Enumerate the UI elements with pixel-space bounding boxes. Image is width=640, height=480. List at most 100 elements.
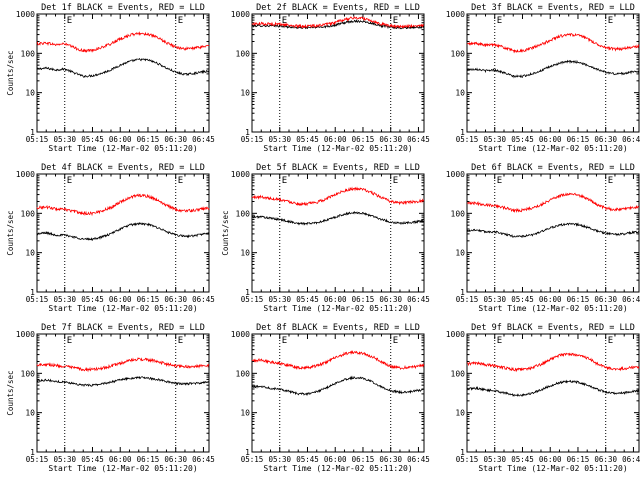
x-tick-label: 05:45 [81,455,104,464]
series-lld-line [251,186,425,207]
detector-panel-3: Det 3f BLACK = Events, RED = LLD E E 1 10 100… [446,3,640,153]
plot-frame [36,13,210,133]
x-tick-label: 06:45 [192,455,215,464]
x-tick-label: 06:00 [324,135,347,144]
x-tick-label: 06:45 [192,295,215,304]
panel-title: Det 3f BLACK = Events, RED = LLD [471,3,635,13]
plot-frame [251,333,425,453]
event-flag: E [497,336,502,346]
y-tick-label: 1000 [446,10,465,19]
x-tick-label: 05:15 [241,455,264,464]
plot-frame [466,13,640,133]
x-tick-label: 05:15 [456,135,479,144]
x-tick-label: 06:30 [379,135,402,144]
panel-title: Det 9f BLACK = Events, RED = LLD [471,323,635,333]
plot-frame [466,173,640,293]
y-tick-label: 1 [30,448,35,457]
event-flag: E [178,176,183,186]
y-tick-label: 1000 [16,170,35,179]
x-tick-label: 05:30 [53,455,76,464]
x-tick-label: 06:00 [109,295,132,304]
x-tick-label: 05:30 [483,135,506,144]
series-events-line [466,222,640,239]
x-tick-label: 05:15 [26,135,49,144]
panel-title: Det 4f BLACK = Events, RED = LLD [41,163,205,173]
x-tick-label: 06:00 [539,455,562,464]
panel-title: Det 2f BLACK = Events, RED = LLD [256,3,420,13]
x-tick-label: 05:45 [296,295,319,304]
x-tick-label: 06:00 [324,455,347,464]
x-tick-label: 06:00 [539,295,562,304]
y-tick-label: 100 [236,209,251,218]
y-tick-label: 1 [460,128,465,137]
y-tick-label: 1000 [446,330,465,339]
y-tick-label: 100 [21,49,36,58]
plot-frame [251,173,425,293]
y-tick-label: 1000 [231,170,250,179]
series-lld-line [251,16,425,30]
x-axis-label: Start Time (12-Mar-02 05:11:20) [478,144,627,153]
detector-panel-8: Det 8f BLACK = Events, RED = LLD E E 1 10 100… [231,323,430,473]
y-tick-label: 1 [30,288,35,297]
y-tick-label: 10 [25,409,35,418]
x-axis-label: Start Time (12-Mar-02 05:11:20) [48,144,197,153]
y-tick-label: 10 [25,249,35,258]
series-lld-line [251,350,425,371]
event-flag: E [393,176,398,186]
y-tick-label: 10 [455,89,465,98]
event-flag: E [282,176,287,186]
x-tick-label: 05:45 [296,135,319,144]
x-axis-label: Start Time (12-Mar-02 05:11:20) [263,144,412,153]
series-events-line [251,210,425,226]
y-tick-label: 1000 [231,330,250,339]
x-tick-label: 05:15 [456,295,479,304]
series-events-line [36,221,210,241]
event-flag: E [67,176,72,186]
y-tick-label: 1 [245,448,250,457]
y-tick-label: 10 [455,249,465,258]
x-tick-label: 05:45 [81,295,104,304]
x-tick-label: 05:45 [296,455,319,464]
panel-title: Det 8f BLACK = Events, RED = LLD [256,323,420,333]
event-flag: E [67,336,72,346]
event-flag: E [178,16,183,26]
detector-panel-4: Det 4f BLACK = Events, RED = LLD E E 1 10 100… [6,163,215,313]
x-tick-label: 06:00 [324,295,347,304]
x-tick-label: 05:15 [241,135,264,144]
x-tick-label: 05:30 [268,295,291,304]
y-tick-label: 10 [240,409,250,418]
y-tick-label: 100 [21,209,36,218]
x-tick-label: 05:15 [241,295,264,304]
x-tick-label: 05:30 [268,455,291,464]
event-flag: E [393,336,398,346]
detector-panel-6: Det 6f BLACK = Events, RED = LLD E E 1 10 100… [446,163,640,313]
x-tick-label: 06:15 [137,135,160,144]
x-tick-label: 06:15 [137,455,160,464]
event-flag: E [497,176,502,186]
x-tick-label: 06:00 [109,135,132,144]
x-tick-label: 05:30 [483,295,506,304]
series-events-line [36,375,210,388]
x-tick-label: 06:30 [164,455,187,464]
x-tick-label: 06:15 [567,135,590,144]
x-tick-label: 06:00 [539,135,562,144]
x-tick-label: 05:15 [26,455,49,464]
y-tick-label: 100 [236,369,251,378]
y-tick-label: 1000 [231,10,250,19]
panel-title: Det 7f BLACK = Events, RED = LLD [41,323,205,333]
y-tick-label: 100 [451,209,466,218]
x-tick-label: 06:30 [379,295,402,304]
series-events-line [251,375,425,397]
x-tick-label: 06:30 [164,135,187,144]
x-tick-label: 06:15 [352,135,375,144]
y-tick-label: 1 [245,288,250,297]
series-events-line [36,57,210,78]
detector-panel-7: Det 7f BLACK = Events, RED = LLD E E 1 10 100… [6,323,215,473]
panel-title: Det 1f BLACK = Events, RED = LLD [41,3,205,13]
detector-panel-1: Det 1f BLACK = Events, RED = LLD E E 1 10 100… [6,3,215,153]
series-lld-line [36,31,210,53]
x-tick-label: 06:30 [164,295,187,304]
series-events-line [466,59,640,79]
y-axis-label: Counts/sec [6,370,15,415]
